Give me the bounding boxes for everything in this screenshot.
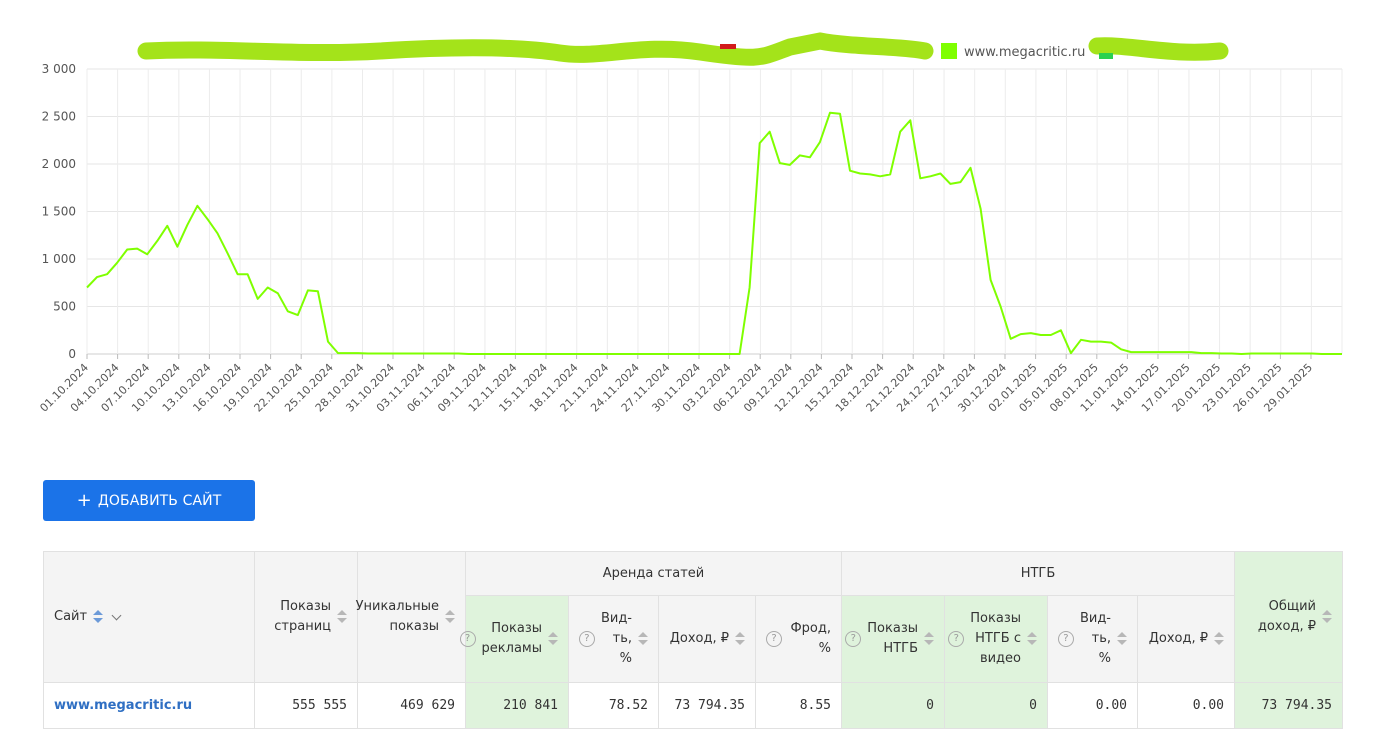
y-tick-label: 2 500: [42, 110, 76, 124]
legend-redaction-mark: [1088, 37, 1229, 61]
cell-ntgb-views: 0: [841, 682, 945, 729]
column-header-ntgb-visibility[interactable]: ? Вид-ть, %: [1047, 595, 1138, 683]
column-header-page-views[interactable]: Показы страниц: [254, 551, 358, 683]
column-header-fraud[interactable]: ? Фрод, %: [755, 595, 842, 683]
cell-ad-views: 210 841: [465, 682, 569, 729]
column-header-site[interactable]: Сайт: [43, 551, 255, 683]
page-views-header-label: Показы страниц: [274, 599, 331, 634]
y-tick-label: 1 000: [42, 252, 76, 266]
ntgb-income-header-label: Доход, ₽: [1148, 631, 1209, 646]
chevron-down-icon[interactable]: [111, 610, 122, 621]
cell-ntgb-video-views: 0: [944, 682, 1048, 729]
column-header-ntgb-views[interactable]: ? Показы НТГБ: [841, 595, 945, 683]
legend-label-megacritic: www.megacritic.ru: [964, 45, 1085, 60]
column-header-unique-views[interactable]: Уникальные показы: [355, 551, 466, 683]
column-header-ntgb-income[interactable]: Доход, ₽: [1136, 595, 1236, 683]
plus-icon: +: [76, 489, 92, 511]
cell-visibility: 78.52: [568, 682, 659, 729]
y-tick-label: 1 500: [42, 205, 76, 219]
cell-income: 73 794.35: [658, 682, 756, 729]
sort-icon[interactable]: [638, 632, 648, 646]
column-header-visibility[interactable]: ? Вид-ть, %: [568, 595, 659, 683]
column-header-ad-views[interactable]: ? Показы рекламы: [459, 595, 569, 683]
sort-icon[interactable]: [548, 632, 558, 646]
legend-swatch-red: [720, 44, 736, 49]
cell-ntgb-income: 0.00: [1136, 682, 1236, 729]
series-line-megacritic: [86, 111, 1342, 355]
column-header-ntgb-video-views[interactable]: ? Показы НТГБ с видео: [944, 595, 1048, 683]
cell-fraud: 8.55: [755, 682, 842, 729]
visibility-header-label: Вид-ть, %: [600, 611, 632, 666]
sort-icon[interactable]: [1027, 632, 1037, 646]
column-header-total-income[interactable]: Общий доход, ₽: [1234, 551, 1344, 683]
cell-unique-views: 469 629: [357, 682, 466, 729]
ad-views-header-label: Показы рекламы: [481, 621, 542, 656]
help-icon[interactable]: ?: [766, 631, 782, 647]
cell-ntgb-visibility: 0.00: [1047, 682, 1138, 729]
site-link[interactable]: www.megacritic.ru: [54, 698, 193, 713]
sort-icon[interactable]: [93, 610, 104, 624]
help-icon[interactable]: ?: [948, 631, 965, 647]
fraud-header-label: Фрод, %: [790, 621, 831, 656]
legend-swatch-megacritic: [941, 43, 957, 59]
unique-views-header-label: Уникальные показы: [355, 599, 439, 634]
y-tick-label: 3 000: [42, 62, 76, 76]
y-tick-label: 500: [53, 300, 76, 314]
cell-total-income: 73 794.35: [1234, 682, 1344, 729]
legend-redaction-mark: [137, 32, 934, 66]
y-tick-label: 2 000: [42, 157, 76, 171]
sort-icon[interactable]: [1322, 610, 1333, 624]
add-site-button[interactable]: + ДОБАВИТЬ САЙТ: [43, 480, 255, 521]
legend-swatch-green: [1099, 53, 1113, 59]
ntgb-views-header-label: Показы НТГБ: [867, 621, 918, 656]
income-header-label: Доход, ₽: [669, 631, 729, 646]
group-header-article-rent: Аренда статей: [465, 551, 842, 596]
ntgb-video-views-header-label: Показы НТГБ с видео: [970, 611, 1021, 666]
ntgb-visibility-header-label: Вид-ть, %: [1079, 611, 1111, 666]
sites-stats-table: Сайт Показы страниц Уникальные показы Ар…: [43, 551, 1344, 729]
total-income-header-label: Общий доход, ₽: [1257, 599, 1317, 634]
sort-icon[interactable]: [337, 610, 347, 624]
group-header-ntgb: НТГБ: [840, 551, 1236, 596]
sort-icon[interactable]: [445, 610, 455, 624]
site-header-label: Сайт: [54, 609, 88, 624]
cell-page-views: 555 555: [254, 682, 358, 729]
help-icon[interactable]: ?: [845, 631, 862, 647]
add-site-label: ДОБАВИТЬ САЙТ: [97, 492, 222, 509]
sort-icon[interactable]: [735, 632, 745, 646]
impressions-chart: 3 000 2 500 2 000 1 500 1 000 500 0 01.10.2024 0…: [37, 32, 1343, 415]
column-header-income[interactable]: Доход, ₽: [658, 595, 756, 683]
y-tick-label: 0: [68, 347, 76, 361]
table-row: www.megacritic.ru 555 555 469 629 210 84…: [43, 682, 1344, 729]
sort-icon[interactable]: [1117, 632, 1127, 646]
help-icon[interactable]: ?: [578, 631, 595, 647]
help-icon[interactable]: ?: [1057, 631, 1074, 647]
sort-icon[interactable]: [924, 632, 934, 646]
help-icon[interactable]: ?: [459, 631, 476, 647]
cell-site: www.megacritic.ru: [43, 682, 255, 729]
sort-icon[interactable]: [1214, 632, 1225, 646]
